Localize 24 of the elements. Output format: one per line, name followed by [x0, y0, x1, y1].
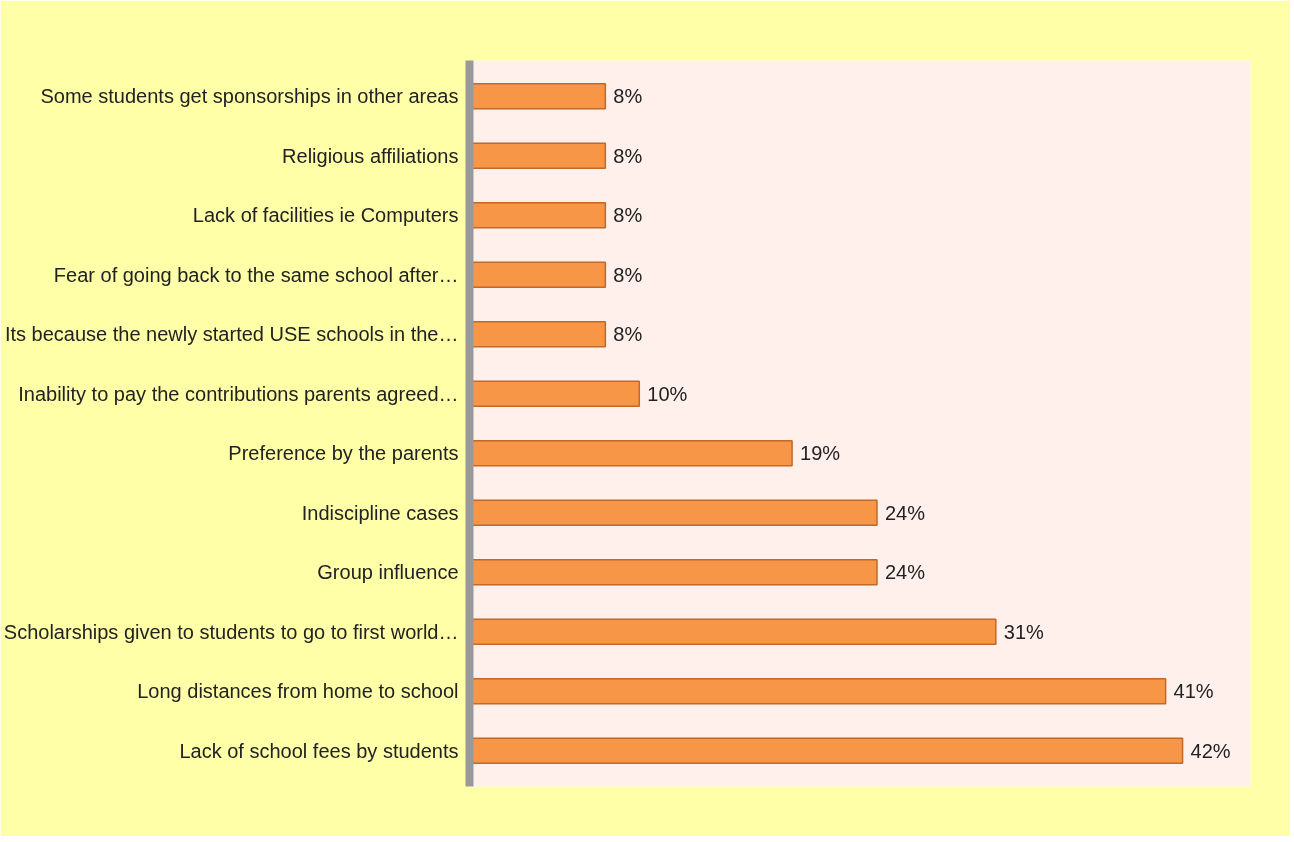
- y-tick-label: Lack of facilities ie Computers: [192, 204, 459, 227]
- data-label: 8%: [613, 204, 643, 227]
- data-label: 42%: [1190, 739, 1231, 762]
- data-label: 24%: [884, 561, 926, 584]
- y-tick-label: Group influence: [317, 561, 459, 584]
- data-label: 8%: [613, 85, 643, 108]
- data-label: 8%: [613, 144, 643, 167]
- data-label: 31%: [1003, 620, 1045, 643]
- data-label: 19%: [800, 442, 841, 465]
- y-tick-label: Indiscipline cases: [301, 501, 459, 524]
- y-tick-label: Some students get sponsorships in other areas: [40, 85, 459, 108]
- y-tick-label: Lack of school fees by students: [179, 739, 459, 762]
- data-label: 8%: [613, 323, 643, 346]
- y-tick-label: Fear of going back to the same school after…: [53, 263, 459, 286]
- y-tick-label: Preference by the parents: [228, 442, 459, 465]
- data-label: 41%: [1173, 680, 1214, 703]
- y-tick-label: Long distances from home to school: [137, 680, 459, 703]
- data-label: 10%: [647, 382, 688, 405]
- y-tick-label: Religious affiliations: [282, 144, 459, 167]
- y-tick-label: Its because the newly started USE schools in the…: [4, 323, 459, 346]
- y-tick-label: Inability to pay the contributions parents agreed…: [18, 382, 459, 405]
- data-label: 8%: [613, 263, 643, 286]
- y-tick-label: Scholarships given to students to go to first world…: [3, 620, 459, 643]
- data-label: 24%: [884, 501, 926, 524]
